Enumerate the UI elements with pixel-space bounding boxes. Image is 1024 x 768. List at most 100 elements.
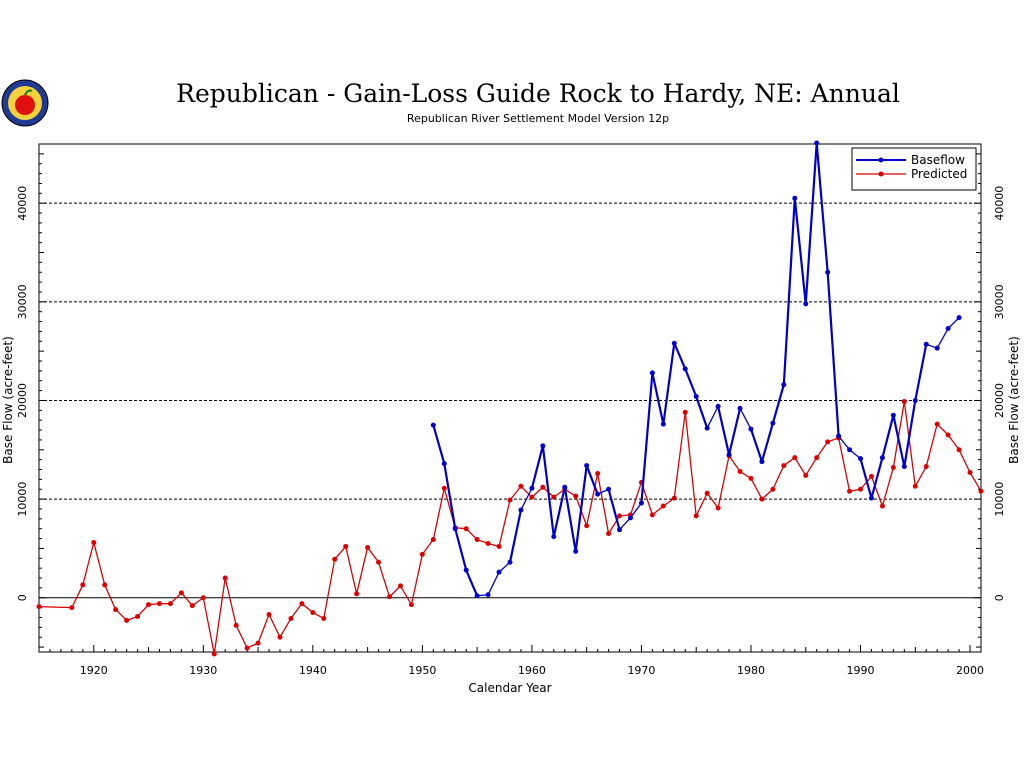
data-point-predicted <box>69 605 75 611</box>
data-point-predicted <box>595 470 601 476</box>
series-segment-baseflow <box>859 457 873 500</box>
data-point-predicted <box>376 559 382 565</box>
data-point-predicted <box>682 409 688 415</box>
series-segment-baseflow <box>739 407 752 430</box>
series-segment-baseflow <box>640 371 654 505</box>
series-segment-baseflow <box>826 271 840 438</box>
series-segment-baseflow <box>662 342 676 426</box>
series-segment-predicted <box>695 492 708 517</box>
data-point-baseflow <box>617 527 623 533</box>
data-point-baseflow <box>474 593 480 599</box>
data-point-predicted <box>124 617 130 623</box>
data-point-predicted <box>332 556 338 562</box>
data-point-predicted <box>463 526 469 532</box>
series-segment-predicted <box>82 541 95 586</box>
data-point-baseflow <box>956 315 962 321</box>
series-segment-predicted <box>115 608 128 622</box>
series-segment-predicted <box>213 577 226 655</box>
legend-marker-baseflow <box>878 157 884 163</box>
series-segment-predicted <box>279 617 292 638</box>
data-point-baseflow <box>890 412 896 418</box>
series-segment-baseflow <box>487 571 500 596</box>
series-segment-baseflow <box>914 343 928 402</box>
legend-box <box>851 147 977 191</box>
series-segment-predicted <box>356 546 369 595</box>
data-point-predicted <box>211 651 217 657</box>
data-point-predicted <box>890 465 896 471</box>
series-segment-baseflow <box>760 422 774 463</box>
data-point-baseflow <box>803 301 809 307</box>
series-segment-predicted <box>958 449 971 474</box>
x-tick-label: 1920 <box>80 664 108 677</box>
series-segment-baseflow <box>607 488 621 531</box>
series-segment-predicted <box>947 434 960 451</box>
data-point-baseflow <box>847 447 853 453</box>
data-point-baseflow <box>715 403 721 409</box>
data-point-baseflow <box>945 325 951 331</box>
data-point-baseflow <box>562 484 568 490</box>
data-point-baseflow <box>682 366 688 372</box>
series-segment-predicted <box>421 538 434 555</box>
series-segment-baseflow <box>520 487 533 511</box>
data-point-predicted <box>781 463 787 469</box>
data-point-predicted <box>617 513 623 519</box>
data-point-baseflow <box>868 495 874 501</box>
series-segment-predicted <box>366 546 380 563</box>
data-point-baseflow <box>638 500 644 506</box>
data-point-baseflow <box>507 559 513 565</box>
data-point-baseflow <box>704 425 710 431</box>
series-segment-baseflow <box>585 464 599 496</box>
series-segment-predicted <box>388 585 402 598</box>
legend: Baseflow Predicted <box>851 147 977 191</box>
data-point-predicted <box>343 543 349 549</box>
series-segment-baseflow <box>651 371 665 426</box>
data-point-baseflow <box>737 405 743 411</box>
data-point-predicted <box>354 591 360 597</box>
series-segment-baseflow <box>804 141 818 305</box>
data-point-predicted <box>901 398 907 404</box>
data-point-predicted <box>91 540 97 546</box>
data-point-predicted <box>748 475 754 481</box>
y-axis-label-left: Base Flow (acre-feet) <box>1 336 15 464</box>
data-point-predicted <box>146 602 152 608</box>
data-point-predicted <box>102 582 108 588</box>
data-point-predicted <box>178 590 184 596</box>
data-point-predicted <box>879 503 885 509</box>
data-point-predicted <box>956 447 962 453</box>
series-segment-baseflow <box>793 197 807 305</box>
series-segment-baseflow <box>465 569 479 597</box>
data-point-baseflow <box>858 456 864 462</box>
data-point-predicted <box>255 640 261 646</box>
series-segment-predicted <box>71 584 84 609</box>
x-axis: 1920 1930 1940 1950 1960 1970 1980 1990 2000 <box>38 645 984 677</box>
series-segment-predicted <box>465 528 478 541</box>
series-segment-baseflow <box>618 517 632 531</box>
series-segment-baseflow <box>552 486 566 538</box>
data-point-predicted <box>606 531 612 537</box>
series-segment-predicted <box>136 604 150 618</box>
legend-marker-predicted <box>878 171 884 177</box>
gridlines <box>39 202 981 599</box>
series-segment-baseflow <box>717 405 731 456</box>
data-point-predicted <box>200 595 206 601</box>
series-segment-predicted <box>38 605 73 609</box>
series-segment-predicted <box>772 464 785 490</box>
series-segment-predicted <box>728 455 741 473</box>
data-point-predicted <box>529 494 535 500</box>
chart-subtitle: Republican River Settlement Model Versio… <box>407 112 669 125</box>
plot-area <box>38 143 982 653</box>
series-segment-baseflow <box>881 414 895 459</box>
data-point-predicted <box>408 602 414 608</box>
series-segment-baseflow <box>541 444 555 538</box>
series-segment-baseflow <box>563 486 577 553</box>
data-point-predicted <box>419 551 425 557</box>
series-segment-baseflow <box>727 407 742 456</box>
data-point-predicted <box>135 613 141 619</box>
series-segment-predicted <box>816 441 829 459</box>
data-point-predicted <box>759 496 765 502</box>
data-point-predicted <box>310 610 316 616</box>
data-point-baseflow <box>923 341 929 347</box>
series-segment-predicted <box>684 411 697 517</box>
data-point-baseflow <box>726 452 732 458</box>
data-point-baseflow <box>452 526 458 532</box>
